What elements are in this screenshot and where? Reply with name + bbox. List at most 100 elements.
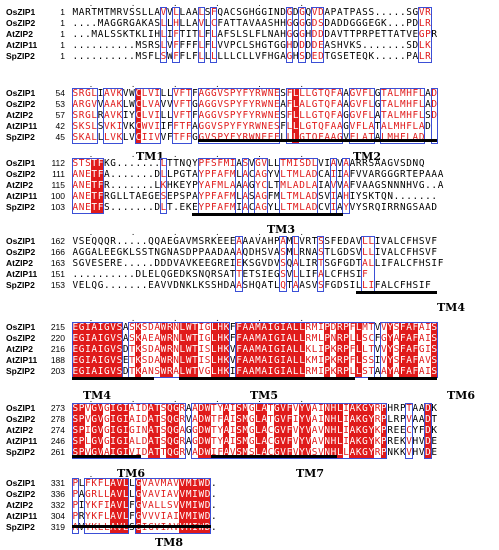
conservation-box (235, 235, 243, 292)
sequence-name: AtZIP11 (6, 191, 38, 201)
conservation-box (310, 6, 325, 63)
ruler-dots: . . (72, 471, 169, 479)
tm-domain-label: TM1 (136, 150, 165, 163)
sequence-start-number: 1 (60, 51, 65, 61)
conservation-box (317, 235, 325, 292)
sequence-name: OsZIP1 (6, 88, 36, 98)
sequence-residues: SPVGVGIGIAIDATSQGRAADWTYAISMGLATGVFVYVAI… (72, 403, 437, 414)
sequence-name: OsZIP1 (6, 322, 36, 332)
alignment-block: . . . . . . OsZIP1 112 STSTFKG.......LTTNQ… (0, 152, 499, 217)
sequence-residues: ....MAGGRGAKASLLHLLAVLCFATTAVAASHHGGGGDS… (72, 18, 431, 29)
sequence-start-number: 53 (55, 99, 65, 109)
tm-domain-bar (72, 377, 154, 380)
conservation-box (71, 157, 104, 214)
tm-domain-bar (210, 455, 337, 458)
ruler-dots: . . . . . . (72, 0, 317, 8)
sequence-residues: ...MALSSKTKLIHLIFTITLFLAFSLSLFLNAHGGGHDD… (72, 29, 438, 40)
tm-domain-label: TM6 (117, 467, 146, 480)
sequence-residues: ANETFRGLLTAEGESEPSPAYPFAFMLASAGFMLTMLADS… (72, 191, 437, 202)
conservation-box (380, 87, 426, 144)
alignment-row: OsZIP1 162 VSEQQQR.....QQAEGAVMSRKEEEAAAVA… (0, 236, 499, 247)
sequence-residues: EGIAIGVSETKSDAWRNLWTISLHKVFAAMAIGIALLKMI… (72, 355, 438, 366)
conservation-box (71, 87, 98, 144)
sequence-residues: STSTFKG.......LTTNQYPFSFMIASVGVLLTMISDLV… (72, 158, 425, 169)
tm-domain-label: TM3 (267, 223, 296, 236)
sequence-name: AtZIP2 (6, 29, 33, 39)
sequence-residues: ..........MSFLSWFFLFLLLLLLCLLVFHGAGHSDED… (72, 51, 431, 62)
conservation-box (285, 6, 293, 63)
conservation-box (254, 157, 268, 214)
sequence-name: OsZIP2 (6, 489, 36, 499)
alignment-row: OsZIP1 112 STSTFKG.......LTTNQYPFSFMIASVGV… (0, 158, 499, 169)
sequence-name: OsZIP1 (6, 403, 36, 413)
conservation-box (298, 6, 306, 63)
sequence-name: AtZIP2 (6, 180, 33, 190)
sequence-residues: ANETFR.......LKHKEYPYAFMLAAAGYCLTMLADLAI… (72, 180, 444, 191)
conservation-box (197, 87, 281, 144)
alignment-block: . . . . . . OsZIP1 54 SRGLIAVKVWCLVILLVFTF… (0, 82, 499, 147)
sequence-start-number: 261 (50, 447, 65, 457)
sequence-start-number: 162 (50, 236, 65, 246)
sequence-name: OsZIP1 (6, 7, 36, 17)
sequence-residues: MARTMTMRVSSLLAVVLLAALSFQACSGHGGINDGDGQVD… (72, 7, 431, 18)
ruler-dots: . . . . . . (72, 81, 317, 89)
tm-domain-label: TM4 (437, 301, 466, 314)
sequence-residues: SGVESERE.....DDDVAVKEEGREIEKSGVDVSQALIRT… (72, 258, 444, 269)
sequence-start-number: 115 (51, 180, 65, 190)
conservation-box (380, 321, 438, 378)
sequence-residues: PRYKFLAVLFGVVVIAIVMIWD. (72, 511, 217, 522)
alignment-block: . . . . . . OsZIP1 1 MARTMTMRVSSLLAVVLLAAL… (0, 1, 499, 66)
alignment-row: OsZIP1 1 MARTMTMRVSSLLAVVLLAALSFQACSGHGGIN… (0, 7, 499, 18)
alignment-row: SpZIP2 1 ..........MSFLSWFFLFLLLLLLCLLVFHG… (0, 51, 499, 62)
conservation-box (159, 157, 167, 214)
sequence-start-number: 111 (52, 169, 65, 179)
sequence-name: AtZIP11 (6, 121, 38, 131)
alignment-row: OsZIP2 166 AGGALEEGKLSSTNGNASDPPAADAAAQDHS… (0, 247, 499, 258)
sequence-residues: PAGRLLAVLLGVAVIAVVMIWD. (72, 489, 217, 500)
sequence-start-number: 1 (60, 7, 65, 17)
sequence-name: AtZIP11 (6, 269, 38, 279)
sequence-name: OsZIP2 (6, 414, 36, 424)
sequence-start-number: 216 (50, 344, 65, 354)
sequence-residues: SRGLRAVKIYCLVILLVFTFAGGVSPYFYRWNESFLLLGT… (72, 110, 437, 121)
conservation-box (405, 402, 413, 459)
sequence-name: OsZIP1 (6, 236, 36, 246)
alignment-row: SpZIP2 261 SPVGVAIGIVIDATTQGRVADWIFAVSMSLA… (0, 447, 499, 458)
sequence-name: AtZIP2 (6, 500, 33, 510)
sequence-residues: SRGLIAVKVWCLVILLVFTFAGGVSPYFYRWNESFLLLGT… (72, 88, 437, 99)
sequence-start-number: 319 (50, 522, 65, 532)
conservation-box (285, 87, 344, 144)
alignment-row: AtZIP2 216 EGIAIGVSDTKSDAWRNLWTISLHKVFAAMA… (0, 344, 499, 355)
sequence-residues: ANETFA.......DLLPGTAYPFAFMLACAGYVLTMLADC… (72, 169, 444, 180)
sequence-start-number: 103 (50, 202, 65, 212)
sequence-residues: VELQG.......EAVVDNKLKSSHDAASHQATLQTAASVS… (72, 280, 431, 291)
sequence-residues: SKALLLVKLVCIIVVFTFFGGVSPYFYRWNEEFLLLGTQF… (72, 132, 425, 143)
sequence-name: SpZIP2 (6, 522, 35, 532)
alignment-block: . . . . . . OsZIP1 273 SPVGVGIGIAIDATSQGRA… (0, 397, 499, 462)
conservation-box (71, 321, 123, 378)
conservation-box (128, 321, 230, 378)
alignment-row: OsZIP1 273 SPVGVGIGIAIDATSQGRAADWTYAISMGLA… (0, 403, 499, 414)
sequence-name: OsZIP2 (6, 333, 36, 343)
conservation-box (197, 157, 237, 214)
sequence-residues: PIYKFIAVLFGVALLSVVMIWD. (72, 500, 217, 511)
tm-domain-label: TM5 (250, 389, 279, 402)
alignment-block: . . . . . . OsZIP1 215 EGIAIGVSASKSDAWRNLW… (0, 316, 499, 381)
alignment-row: OsZIP1 331 PLFKFLAVLLGVAVMAVVMIWD. (0, 478, 499, 489)
sequence-start-number: 203 (50, 366, 65, 376)
sequence-residues: ANETFS.......DLT.EKEYPFAFMIACAGYLLTMLADC… (72, 202, 437, 213)
tm-domain-label: TM4 (83, 389, 112, 402)
conservation-box (418, 6, 432, 63)
alignment-row: AtZIP2 163 SGVESERE.....DDDVAVKEEGREIEKSGV… (0, 258, 499, 269)
alignment-row: OsZIP2 220 EGIAIGVSASKAEAWRNLWTIGLHKFFAAMA… (0, 333, 499, 344)
tm-domain-label: TM7 (296, 467, 325, 480)
conservation-box (424, 402, 432, 459)
sequence-start-number: 163 (50, 258, 65, 268)
sequence-name: SpZIP2 (6, 132, 35, 142)
tm-domain-bar (355, 291, 438, 294)
ruler-dots: . . . . . . (72, 151, 321, 159)
sequence-name: AtZIP11 (6, 436, 38, 446)
sequence-start-number: 45 (55, 132, 65, 142)
conservation-box (103, 87, 123, 144)
sequence-residues: SPIGVGIGIGINATSQGAGGDWTYAISMGLACGVFVYVAV… (72, 425, 437, 436)
